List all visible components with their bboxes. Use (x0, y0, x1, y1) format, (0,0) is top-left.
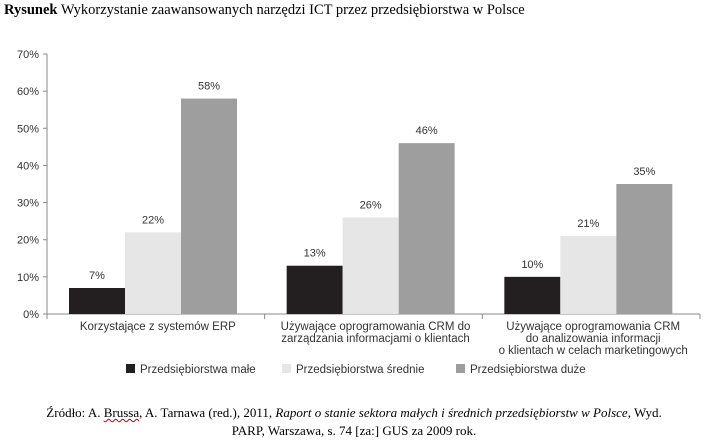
y-tick-label: 20% (17, 235, 39, 247)
bar (398, 143, 455, 314)
data-label: 13% (304, 248, 326, 260)
legend-entry: Przedsiębiorstwa małe (140, 364, 256, 376)
source-authors: , A. Tarnawa (red.), 2011, (139, 405, 276, 420)
source-line-2: PARP, Warszawa, s. 74 [za:] GUS za 2009 … (231, 423, 477, 438)
legend-swatch (126, 364, 135, 373)
bar (342, 217, 399, 314)
data-label: 22% (142, 214, 164, 226)
bar (286, 265, 343, 314)
bar (504, 276, 561, 314)
y-tick-label: 30% (17, 198, 39, 210)
bar (69, 288, 125, 314)
bar (125, 232, 181, 314)
data-label: 46% (416, 125, 438, 137)
source-publisher: , Wyd. (627, 405, 662, 420)
figure-caption: Wykorzystanie zaawansowanych narzędzi IC… (57, 2, 525, 18)
source-prefix: Źródło: A. (46, 405, 104, 420)
legend-entry: Przedsiębiorstwa duże (470, 364, 586, 376)
legend-swatch (282, 364, 291, 373)
category-label: Używające oprogramowania CRM do (281, 321, 471, 333)
legend-entry: Przedsiębiorstwa średnie (296, 364, 424, 376)
figure-title: Rysunek Wykorzystanie zaawansowanych nar… (4, 2, 704, 19)
figure-label: Rysunek (4, 2, 58, 18)
category-label: zarządzania informacjami o klientach (281, 333, 470, 345)
bar (616, 184, 673, 314)
category-label: Korzystające z systemów ERP (80, 321, 236, 333)
data-label: 35% (633, 166, 655, 178)
category-label: Używające oprogramowania CRM (506, 321, 680, 333)
bar (181, 98, 237, 314)
y-tick-label: 70% (17, 49, 39, 61)
y-tick-label: 40% (17, 160, 39, 172)
source-line-1: Źródło: A. Brussa, A. Tarnawa (red.), 20… (0, 404, 708, 422)
legend-swatch (456, 364, 465, 373)
category-label: do analizowania informacji (526, 333, 661, 345)
bar-chart: 0% 10% 20% 30% 40% 50% 60% 70% 7% 22% 58% Korzystaj… (17, 49, 701, 376)
data-label: 26% (360, 199, 382, 211)
y-tick-label: 10% (17, 272, 39, 284)
source-publication-title: Raport o stanie sektora małych i średnic… (275, 405, 628, 420)
data-label: 7% (89, 270, 105, 282)
category-label: o klientach w celach marketingowych (499, 345, 688, 357)
y-tick-label: 60% (17, 86, 39, 98)
source-author: Brussa (103, 405, 140, 420)
y-tick-label: 50% (17, 123, 39, 135)
y-tick-label: 0% (23, 309, 39, 321)
data-label: 58% (198, 81, 220, 93)
data-label: 10% (521, 259, 543, 271)
source-note: Źródło: A. Brussa, A. Tarnawa (red.), 20… (0, 404, 708, 440)
bar (560, 236, 617, 314)
data-label: 21% (577, 218, 599, 230)
